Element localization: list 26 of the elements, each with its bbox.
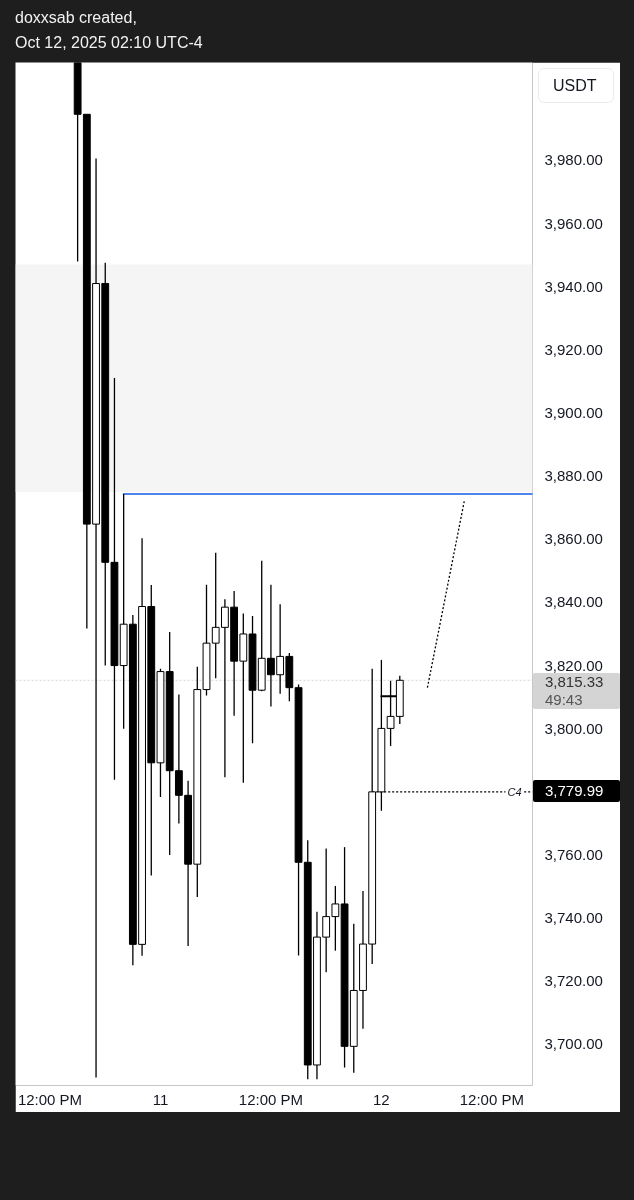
y-tick-label: 3,840.00: [544, 593, 603, 611]
y-tick-label: 3,760.00: [544, 846, 603, 864]
x-tick-label: 12: [373, 1090, 390, 1108]
x-tick-label: 11: [152, 1090, 169, 1108]
chart-subtitle: Oct 12, 2025 02:10 UTC-4: [15, 34, 203, 51]
x-tick-label: 12:00 PM: [17, 1090, 83, 1108]
y-tick-label: 3,700.00: [544, 1035, 603, 1053]
y-tick-label: 3,740.00: [544, 909, 603, 927]
y-tick-label: 3,920.00: [544, 340, 603, 358]
y-tick-label: 3,720.00: [544, 972, 603, 990]
text: 49:43: [544, 689, 583, 709]
ref-line-label: 3,815.33: [544, 672, 604, 690]
chart-title: doxxsab created,: [15, 9, 137, 26]
y-tick-label: 3,880.00: [544, 467, 603, 485]
y-tick-label: 3,800.00: [544, 719, 603, 737]
y-tick-label: 3,960.00: [544, 214, 603, 232]
y-tick-label: 3,940.00: [544, 277, 603, 295]
y-axis-title: USDT: [552, 76, 597, 96]
y-tick-label: 3,860.00: [544, 530, 603, 548]
y-tick-label: 3,900.00: [544, 403, 603, 421]
y-tick-label: 3,980.00: [544, 151, 603, 169]
x-tick-label: 12:00 PM: [238, 1090, 304, 1108]
series-label: C4: [507, 785, 522, 798]
x-tick-label: 12:00 PM: [459, 1090, 524, 1108]
data-label: 3,779.99: [544, 781, 604, 802]
y-tick-label: 3,820.00: [544, 656, 603, 674]
